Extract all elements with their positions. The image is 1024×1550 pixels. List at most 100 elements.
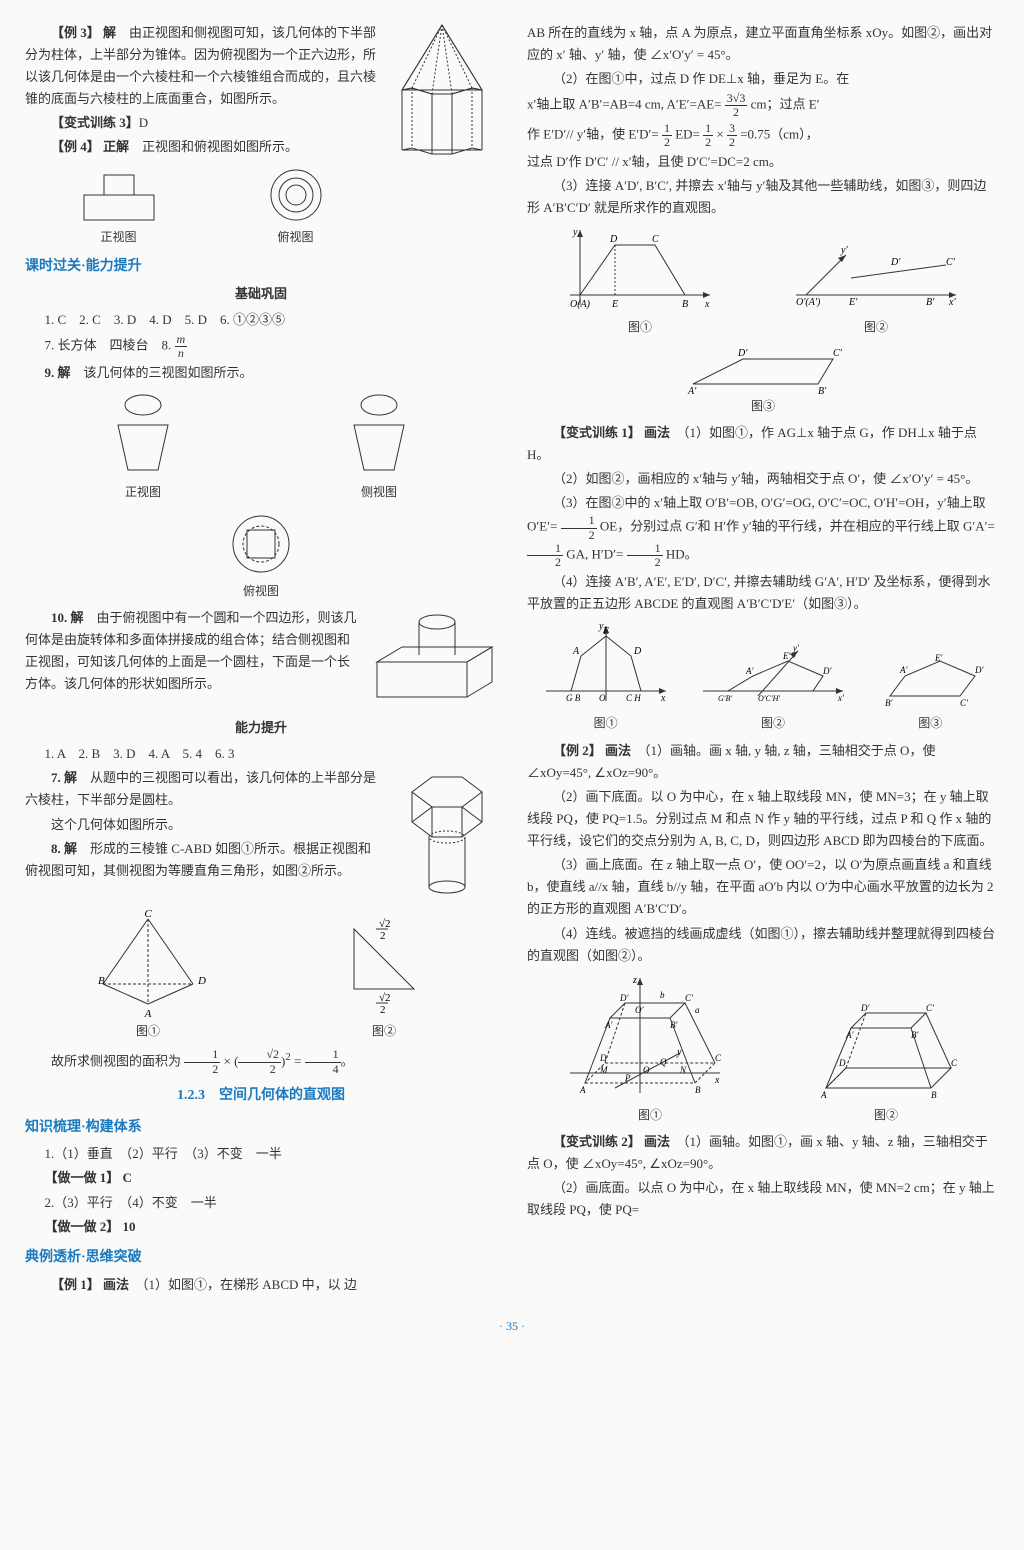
svg-text:x′: x′: [948, 297, 956, 308]
q9-diagrams: 正视图 侧视图: [25, 390, 497, 502]
svg-text:D′: D′: [890, 257, 901, 268]
q8-conclusion: 故所求侧视图的面积为 12 × (√22)2 = 14。: [25, 1048, 497, 1076]
svg-text:B: B: [682, 299, 688, 310]
svg-text:D: D: [197, 975, 206, 987]
frustum-diagrams: z x y A B C D A′ B′ C′ D′ O′ O M N P Q a…: [527, 973, 999, 1125]
ex2-2: （2）画下底面。以 O 为中心，在 x 轴上取线段 MN，使 MN=3；在 y …: [527, 786, 999, 852]
var1-3c: GA, H′D′=: [566, 547, 623, 562]
svg-text:B′: B′: [670, 1020, 678, 1030]
variant-1: 【变式训练 1】 画法 （1）如图①，作 AG⊥x 轴于点 G，作 DH⊥x 轴…: [527, 422, 999, 466]
section-knowledge: 知识梳理·构建体系: [25, 1116, 497, 1140]
variant-3-head: 【变式训练 3】: [51, 115, 139, 130]
svg-text:E: E: [611, 299, 618, 310]
example-3-head: 【例 3】 解: [51, 25, 116, 40]
col1-ex1-head: 【例 1】 画法: [51, 1277, 129, 1292]
svg-text:C: C: [144, 909, 152, 920]
svg-text:M: M: [599, 1065, 608, 1075]
ex2-head: 【例 2】 画法: [553, 743, 631, 758]
svg-text:A′: A′: [687, 386, 697, 394]
var1-3d: HD。: [666, 547, 698, 562]
svg-text:O′: O′: [635, 1005, 644, 1015]
frustum-fig2: A B C D A′ B′ C′ D′ 图②: [811, 993, 961, 1125]
front-view-diagram: 正视图: [74, 165, 164, 247]
var2-head: 【变式训练 2】 画法: [553, 1134, 670, 1149]
col1-ex1-body: （1）如图①，在梯形 ABCD 中，以 边: [142, 1277, 357, 1292]
answers-row-3: 1. A 2. B 3. D 4. A 5. 4 6. 3: [45, 743, 498, 765]
q9-head: 9. 解: [45, 365, 71, 380]
var1-2: （2）如图②，画相应的 x′轴与 y′轴，两轴相交于点 O′，使 ∠x′O′y′…: [527, 468, 999, 490]
fraction-3sqrt3-2: 3√32: [725, 92, 748, 119]
svg-text:B: B: [98, 975, 105, 987]
example-4-diagrams: 正视图 俯视图: [25, 165, 379, 247]
trapezoid-diagrams: y x O(A) E B D C 图① y′ x′ O′(A′) E′ B: [527, 225, 999, 337]
subsection-ability: 能力提升: [25, 717, 497, 739]
pentagon-fig3-label: 图③: [875, 713, 985, 733]
trapezoid-fig1-label: 图①: [565, 317, 715, 337]
q9-top-label: 俯视图: [25, 581, 497, 601]
q9-front-view: 正视图: [103, 390, 183, 502]
left-column: 【例 3】 解 由正视图和侧视图可知，该几何体的下半部分为柱体，上半部分为锥体。…: [25, 20, 497, 1298]
svg-text:D′: D′: [974, 665, 984, 675]
svg-text:y′: y′: [840, 245, 848, 256]
svg-text:O′C′H′: O′C′H′: [758, 694, 780, 703]
svg-text:G B: G B: [566, 693, 581, 703]
fraction-half-4: 12: [561, 514, 597, 541]
svg-text:P: P: [624, 1073, 631, 1083]
p2h: 过点 D′作 D′C′ // x′轴，且使 D′C′=DC=2 cm。: [527, 151, 999, 173]
pentagon-diagrams: y x E A D G B O C H 图① y′ x′ E′ A′: [527, 621, 999, 733]
subsection-basic: 基础巩固: [25, 283, 497, 305]
svg-text:A′: A′: [845, 1030, 854, 1040]
svg-text:E′: E′: [848, 297, 858, 308]
svg-text:C′: C′: [685, 993, 694, 1003]
trapezoid-fig2: y′ x′ O′(A′) E′ B′ D′ C′ 图②: [791, 245, 961, 337]
section-examples: 典例透析·思维突破: [25, 1246, 497, 1270]
svg-text:b: b: [660, 990, 665, 1000]
example-4-head: 【例 4】 正解: [51, 139, 129, 154]
svg-text:D′: D′: [737, 348, 748, 359]
svg-text:Q: Q: [660, 1057, 667, 1067]
q9-side-label: 侧视图: [339, 482, 419, 502]
svg-text:D′: D′: [860, 1003, 870, 1013]
svg-text:E: E: [602, 626, 609, 637]
q8-fig1: C B D A 图①: [88, 909, 208, 1041]
svg-text:D: D: [609, 234, 618, 245]
svg-text:E′: E′: [782, 651, 791, 661]
q9-top-view: 俯视图: [25, 509, 497, 601]
trapezoid-fig3: A′ B′ D′ C′ 图③: [527, 344, 999, 416]
svg-text:D: D: [838, 1058, 846, 1068]
p2-head: （2）: [553, 71, 586, 86]
svg-text:x′: x′: [837, 693, 845, 703]
q10-head: 10. 解: [51, 610, 84, 625]
variant-3-answer: D: [139, 115, 148, 130]
svg-text:C′: C′: [960, 698, 969, 708]
svg-text:O: O: [643, 1065, 650, 1075]
svg-text:B: B: [931, 1090, 937, 1100]
col2-p2-line3: 作 E′D′// y′轴，使 E′D′= 12 ED= 12 × 32 =0.7…: [527, 122, 999, 149]
conclusion-text: 故所求侧视图的面积为: [51, 1053, 184, 1068]
var1-3b: OE，分别过点 G′和 H′作 y′轴的平行线，并在相应的平行线上取 G′A′=: [600, 519, 995, 534]
col1-example-1: 【例 1】 画法 （1）如图①，在梯形 ABCD 中，以 边: [25, 1274, 497, 1296]
q7-solid-diagram: [387, 767, 497, 897]
svg-text:D: D: [633, 646, 642, 657]
col2-p1: AB 所在的直线为 x 轴，点 A 为原点，建立平面直角坐标系 xOy。如图②，…: [527, 22, 999, 66]
knowledge-1: 1.（1）垂直 （2）平行 （3）不变 一半: [45, 1143, 498, 1165]
svg-text:√2: √2: [379, 918, 391, 930]
question-9: 9. 解 该几何体的三视图如图所示。: [45, 362, 498, 384]
trapezoid-fig2-label: 图②: [791, 317, 961, 337]
svg-text:N: N: [679, 1065, 687, 1075]
frustum-fig2-label: 图②: [811, 1105, 961, 1125]
front-view-label: 正视图: [74, 227, 164, 247]
q7-head: 7. 解: [51, 770, 77, 785]
knowledge-do2-text: 【做一做 2】 10: [45, 1219, 136, 1234]
ex2-4: （4）连线。被遮挡的线画成虚线（如图①），擦去辅助线并整理就得到四棱台的直观图（…: [527, 923, 999, 967]
svg-text:A: A: [579, 1085, 586, 1095]
trapezoid-fig1: y x O(A) E B D C 图①: [565, 225, 715, 337]
fraction-half: 12: [184, 1048, 220, 1075]
p2f: ×: [716, 126, 723, 141]
svg-text:C H: C H: [626, 693, 641, 703]
q9-body: 该几何体的三视图如图所示。: [84, 365, 253, 380]
svg-text:E′: E′: [934, 653, 943, 663]
svg-text:C: C: [652, 234, 659, 245]
var1-head: 【变式训练 1】 画法: [553, 425, 670, 440]
q9-front-label: 正视图: [103, 482, 183, 502]
